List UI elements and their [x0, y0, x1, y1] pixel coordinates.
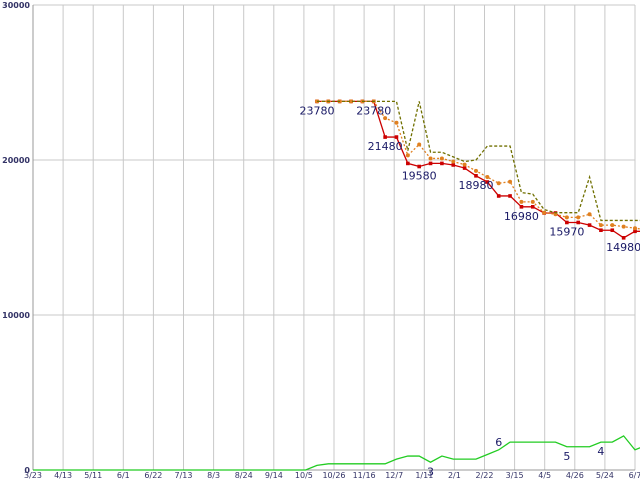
data-label: 4: [597, 445, 604, 458]
x-tick-label: 9/14: [265, 471, 283, 480]
data-label: 5: [563, 450, 570, 463]
series-2: [316, 100, 640, 222]
y-tick-label: 10000: [2, 311, 30, 320]
data-point: [474, 174, 478, 178]
data-point: [394, 120, 399, 125]
data-point: [598, 223, 603, 228]
data-point: [349, 99, 354, 104]
y-tick-label: 0: [24, 466, 30, 475]
x-tick-label: 6/7: [629, 471, 640, 480]
data-point: [451, 159, 456, 164]
x-tick-label: 12/7: [385, 471, 403, 480]
data-point: [621, 224, 626, 229]
series-line: [33, 435, 640, 471]
data-point: [508, 194, 512, 198]
data-point: [599, 228, 603, 233]
data-point: [462, 166, 467, 170]
data-point: [633, 226, 637, 231]
x-tick-label: 7/13: [175, 471, 193, 480]
series-1: [314, 99, 640, 231]
data-label: 23780: [299, 104, 334, 117]
data-point: [587, 223, 592, 227]
data-label: 21480: [368, 140, 403, 153]
data-point: [440, 161, 444, 166]
data-point: [542, 210, 547, 215]
series-group: [33, 99, 640, 471]
x-tick-label: 8/24: [235, 471, 253, 480]
data-label: 16980: [504, 210, 539, 223]
data-label: 19580: [402, 170, 437, 183]
series-line: [316, 100, 640, 230]
data-label: 23780: [356, 104, 391, 117]
x-tick-label: 11/16: [353, 471, 376, 480]
data-point: [462, 162, 467, 167]
data-point: [383, 116, 388, 121]
data-point: [428, 161, 433, 166]
data-point: [383, 135, 387, 139]
data-point: [576, 215, 581, 220]
x-tick-label: 1/11: [415, 471, 433, 480]
x-tick-label: 10/26: [322, 471, 345, 480]
series-line: [316, 100, 640, 239]
data-point: [405, 153, 410, 158]
data-point: [519, 199, 524, 204]
data-point: [519, 205, 524, 209]
x-tick-label: 5/11: [84, 471, 102, 480]
x-tick-label: 6/1: [117, 471, 130, 480]
x-tick-label: 6/22: [144, 471, 162, 480]
data-label: 14980: [606, 241, 640, 254]
x-tick-label: 4/26: [566, 471, 584, 480]
data-label: 15970: [549, 225, 584, 238]
x-tick-label: 10/5: [295, 471, 313, 480]
x-tick-label: 2/1: [448, 471, 461, 480]
series-3: [33, 435, 640, 471]
y-tick-label: 30000: [2, 1, 30, 10]
data-point: [621, 236, 626, 240]
data-labels: 23780 23780 21480 19580 18980 16980 15970 14980…: [299, 104, 640, 478]
x-tick-label: 4/13: [54, 471, 72, 480]
data-point: [610, 228, 615, 233]
y-tick-label: 20000: [2, 156, 30, 165]
data-point: [530, 199, 535, 204]
data-point: [417, 142, 422, 147]
grid: [32, 4, 636, 471]
data-point: [587, 212, 592, 217]
x-tick-label: 4/5: [538, 471, 551, 480]
data-point: [496, 194, 501, 198]
data-point: [633, 229, 637, 234]
data-label: 18980: [458, 179, 493, 192]
data-point: [394, 135, 399, 139]
data-label: 3: [427, 465, 434, 478]
data-point: [451, 163, 456, 167]
data-point: [610, 223, 615, 228]
x-tick-label: 8/3: [207, 471, 220, 480]
data-point: [576, 220, 581, 225]
data-point: [508, 179, 513, 184]
data-point: [406, 161, 410, 166]
data-point: [428, 156, 433, 161]
x-tick-label: 5/24: [596, 471, 614, 480]
data-point: [530, 205, 535, 209]
data-point: [439, 156, 444, 161]
data-point: [496, 181, 501, 186]
data-point: [485, 175, 490, 180]
data-point: [565, 220, 569, 225]
data-point: [473, 168, 478, 173]
data-point: [417, 164, 421, 169]
x-tick-label: 3/23: [24, 471, 42, 480]
data-point: [485, 180, 490, 184]
series-line: [316, 100, 640, 222]
data-point: [564, 215, 569, 220]
x-tick-label: 3/15: [506, 471, 524, 480]
x-tick-label: 2/22: [476, 471, 494, 480]
data-label: 6: [495, 436, 502, 449]
